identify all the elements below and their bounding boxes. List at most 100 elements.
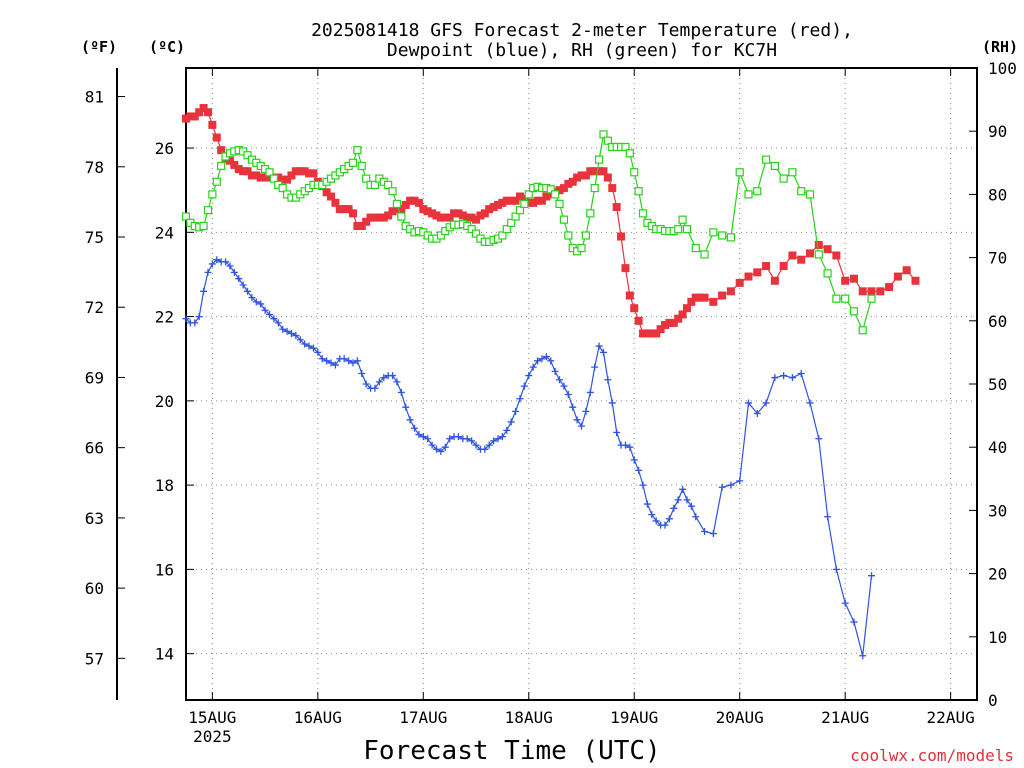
credit-text: coolwx.com/models <box>850 746 1014 765</box>
fahrenheit-tick-label: 66 <box>85 439 104 458</box>
rh-point <box>564 231 573 240</box>
temperature-point <box>243 167 252 176</box>
dewpoint-point <box>393 378 401 386</box>
dewpoint-point <box>353 357 361 365</box>
dewpoint-point <box>274 319 282 327</box>
temperature-point <box>199 104 208 113</box>
dewpoint-point <box>494 435 502 443</box>
rh-point <box>515 206 525 215</box>
dewpoint-point <box>358 369 366 377</box>
temperature-point <box>603 173 612 182</box>
dewpoint-point <box>635 466 643 474</box>
series-dewpoint <box>182 256 876 660</box>
fahrenheit-tick-label: 75 <box>85 228 104 247</box>
dewpoint-point <box>411 424 419 432</box>
dewpoint-point <box>204 268 212 276</box>
rh-point <box>823 269 832 278</box>
temperature-point <box>568 177 577 186</box>
rh-point <box>357 161 366 171</box>
rh-point <box>208 190 217 199</box>
temperature-point <box>472 215 481 224</box>
x-tick-label: 20AUG <box>716 708 764 727</box>
dewpoint-point <box>718 483 726 491</box>
series-line-dewpoint <box>185 258 873 656</box>
x-tick-label: 19AUG <box>610 708 658 727</box>
temperature-point <box>401 200 410 209</box>
rh-point <box>788 168 797 177</box>
rh-point <box>524 190 533 199</box>
dewpoint-point <box>604 376 612 384</box>
fahrenheit-tick-label: 60 <box>85 579 104 598</box>
rh-point <box>181 212 191 221</box>
dewpoint-point <box>665 515 673 523</box>
dewpoint-point <box>683 496 691 504</box>
dewpoint-point <box>244 287 252 295</box>
dewpoint-point <box>257 300 265 308</box>
plot-frame <box>185 67 978 701</box>
temperature-point <box>867 287 876 296</box>
dewpoint-point <box>824 513 832 521</box>
dewpoint-point <box>432 445 440 453</box>
dewpoint-point <box>349 359 357 367</box>
rh-point <box>590 183 599 193</box>
temperature-point <box>669 318 678 327</box>
temperature-point <box>902 266 911 275</box>
dewpoint-point <box>832 565 840 573</box>
dewpoint-point <box>490 437 498 445</box>
dewpoint-point <box>446 435 454 443</box>
temperature-point <box>621 264 630 273</box>
fahrenheit-tick-label: 81 <box>85 88 104 107</box>
x-tick-label: 17AUG <box>399 708 447 727</box>
rh-point <box>559 215 569 224</box>
temperature-point <box>832 251 841 260</box>
temperature-point <box>700 293 709 302</box>
temperature-point <box>841 276 850 285</box>
temperature-point <box>283 175 292 184</box>
dewpoint-point <box>485 441 493 449</box>
temperature-point <box>858 287 867 296</box>
dewpoint-point <box>780 372 788 380</box>
dewpoint-point <box>516 395 524 403</box>
dewpoint-point <box>630 456 638 464</box>
dewpoint-point <box>512 407 520 415</box>
rh-point <box>278 183 287 193</box>
temperature-point <box>414 198 423 207</box>
rh-point <box>203 206 213 215</box>
rh-point <box>362 174 371 183</box>
dewpoint-point <box>283 327 291 335</box>
rh-point <box>498 231 507 240</box>
dewpoint-point <box>525 372 533 380</box>
fahrenheit-tick-label: 72 <box>85 298 104 317</box>
temperature-point <box>788 251 797 260</box>
grid-lines <box>186 68 977 700</box>
temperature-point <box>203 108 212 117</box>
temperature-point <box>287 171 296 180</box>
dewpoint-point <box>771 374 779 382</box>
temperature-point <box>911 276 920 285</box>
temperature-point <box>674 314 683 323</box>
temperature-point <box>630 304 639 313</box>
dewpoint-point <box>762 399 770 407</box>
celsius-tick-label: 20 <box>155 392 174 411</box>
dewpoint-point <box>621 441 629 449</box>
dewpoint-point <box>591 363 599 371</box>
series-line-temperature <box>185 107 916 334</box>
dewpoint-point <box>441 443 449 451</box>
celsius-unit-label: (ºC) <box>149 38 185 56</box>
dewpoint-point <box>287 329 295 337</box>
dewpoint-point <box>599 348 607 356</box>
temperature-point <box>331 198 340 207</box>
dewpoint-point <box>868 572 876 580</box>
rh-point <box>217 161 226 171</box>
temperature-point <box>608 184 617 193</box>
dewpoint-point <box>279 325 287 333</box>
dewpoint-point <box>309 344 317 352</box>
dewpoint-point <box>468 437 476 445</box>
dewpoint-point <box>806 399 814 407</box>
temperature-point <box>797 255 806 264</box>
rh-point <box>674 225 683 234</box>
rh-tick-label: 100 <box>988 59 1017 78</box>
rh-point <box>634 187 643 196</box>
temperature-point <box>348 209 357 218</box>
celsius-tick-label: 22 <box>155 308 174 327</box>
